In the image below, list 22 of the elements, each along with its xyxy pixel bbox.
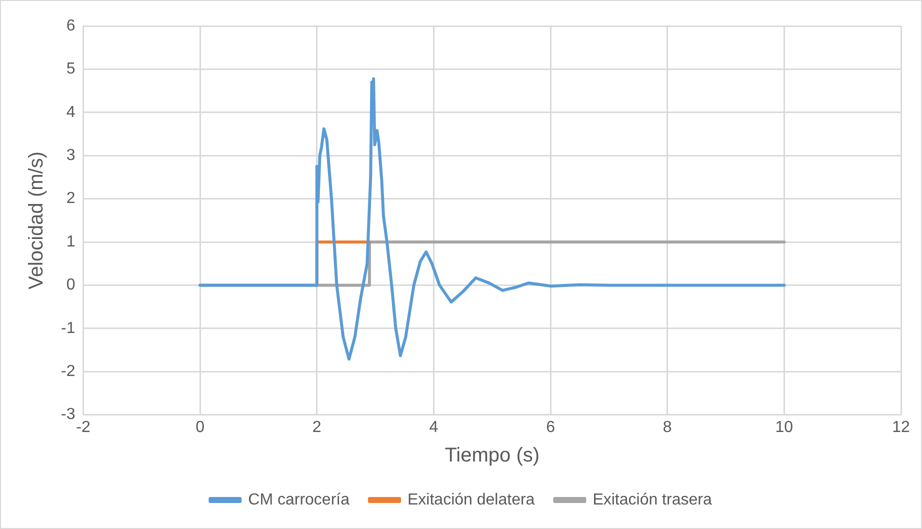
- y-tick-label: 2: [66, 190, 76, 208]
- x-axis-title: Tiempo (s): [444, 444, 540, 467]
- x-tick-label: 12: [892, 418, 910, 436]
- y-tick-label: -3: [60, 406, 76, 424]
- y-tick-label: -2: [60, 363, 76, 380]
- legend-label: CM carrocería: [248, 491, 350, 508]
- legend-label: Exitación delatera: [408, 491, 535, 508]
- x-tick-label: 8: [662, 418, 672, 436]
- x-tick-label: 4: [429, 418, 438, 436]
- x-tick-label: 2: [312, 418, 322, 436]
- y-axis-title: Velocidad (m/s): [26, 151, 48, 290]
- y-tick-label: -1: [60, 320, 76, 337]
- y-tick-label: 0: [66, 276, 76, 294]
- y-tick-label: 4: [66, 104, 76, 121]
- y-tick-label: 3: [66, 147, 76, 164]
- legend-label: Exitación trasera: [592, 491, 712, 508]
- x-tick-label: 6: [546, 418, 556, 436]
- y-tick-label: 5: [66, 60, 76, 78]
- y-tick-label: 6: [66, 17, 76, 34]
- x-tick-label: 10: [775, 418, 794, 436]
- x-tick-label: 0: [196, 418, 205, 436]
- y-tick-label: 1: [66, 233, 76, 250]
